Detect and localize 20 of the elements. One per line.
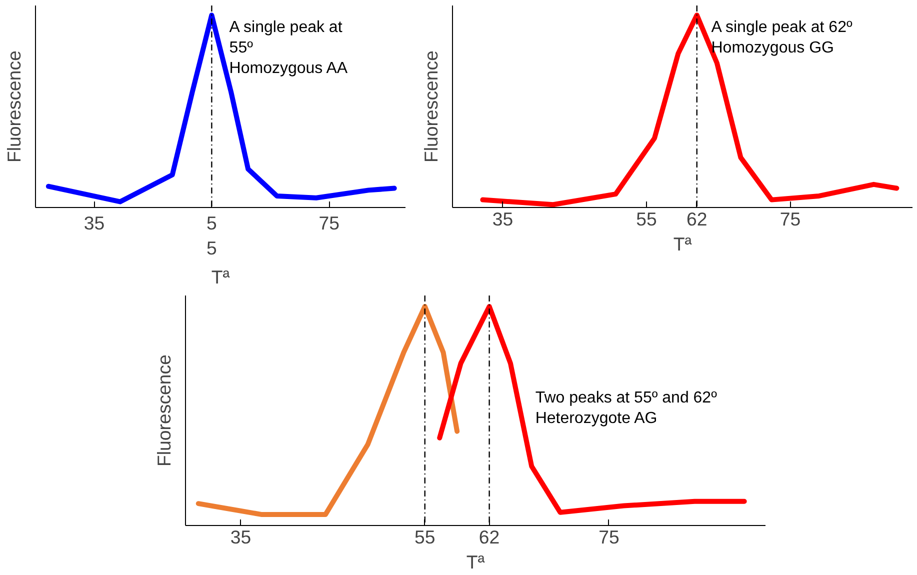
annotation: Two peaks at 55º and 62º Heterozygote AG	[535, 390, 718, 428]
x-axis-title: Tª	[673, 234, 692, 254]
x-tick-label: 35	[230, 526, 252, 548]
x-tick-label: 35	[84, 212, 105, 234]
x-tick-label: 55	[636, 208, 657, 230]
annotation: A single peak at 55º Homozygous AA	[229, 18, 348, 77]
x-tick-label: 35	[492, 208, 514, 230]
y-axis-title: Fluorescence	[420, 50, 442, 162]
x-tick-label: 75	[780, 208, 801, 230]
x-tick-label: 75	[318, 212, 340, 234]
x-tick-label: 62	[478, 526, 500, 548]
x-axis-title: Tª	[211, 266, 230, 288]
x-tick-label: 75	[598, 526, 620, 548]
y-axis-title: Fluorescence	[4, 50, 24, 162]
annotation: A single peak at 62º Homozygous GG	[711, 18, 852, 56]
y-axis-title: Fluorescence	[154, 354, 174, 466]
x-tick-label: 62	[686, 208, 708, 230]
x-axis-title: Tª	[466, 552, 485, 572]
x-tick-label: 5 5	[206, 212, 217, 259]
x-tick-label: 55	[414, 526, 436, 548]
